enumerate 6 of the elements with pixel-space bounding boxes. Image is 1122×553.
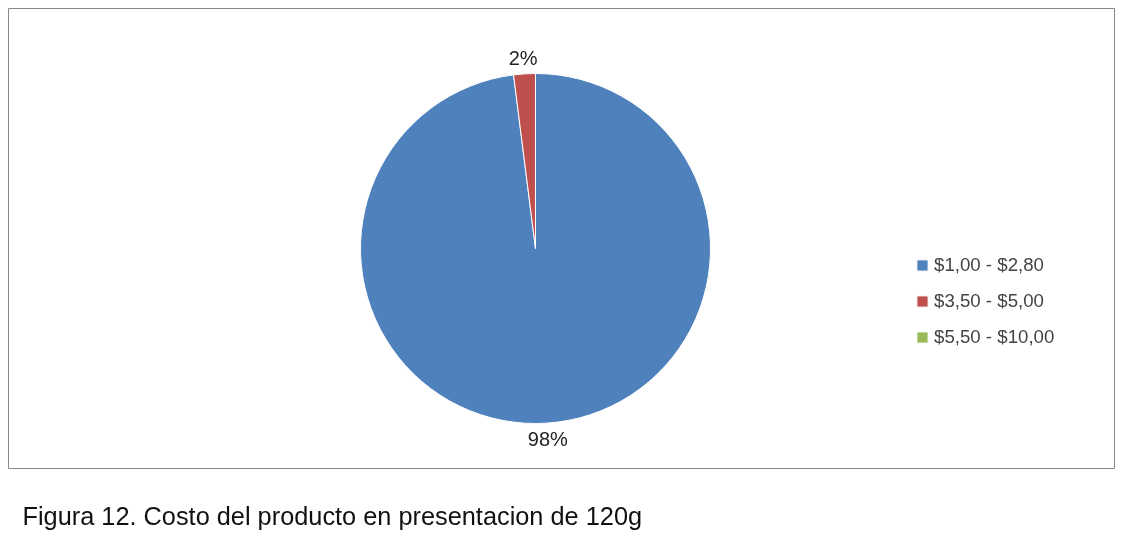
data-label: 2% xyxy=(508,46,538,69)
legend-label: $5,50 - $10,00 xyxy=(934,326,1055,348)
legend-label: $1,00 - $2,80 xyxy=(934,254,1044,276)
text: Figura 12. Costo del producto en presentacion de 120g xyxy=(22,501,643,530)
data-label: 98% xyxy=(527,428,569,451)
legend-label: $3,50 - $5,00 xyxy=(934,290,1044,312)
